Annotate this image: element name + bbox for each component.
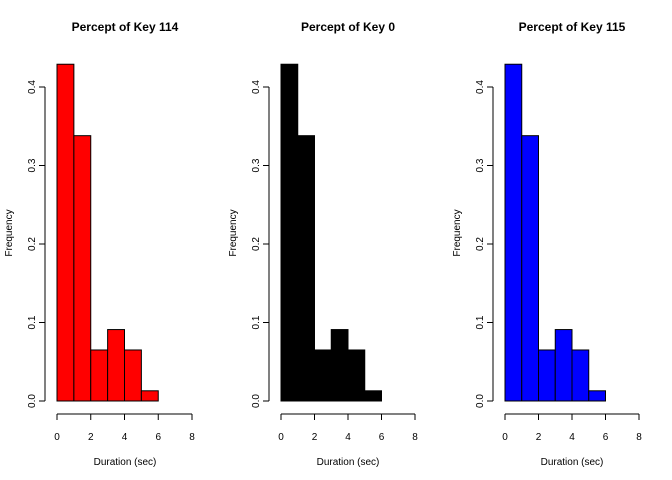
panel-1-x-axis: 0 2 4 6 8 [54,413,195,443]
y-tick-label: 0.3 [27,158,38,172]
y-tick-label: 0.4 [475,80,486,94]
panel-1-title: Percept of Key 114 [72,20,179,34]
y-tick-label: 0.3 [475,158,486,172]
x-tick-label: 0 [502,432,508,443]
histogram-bar [521,135,539,402]
y-tick-label: 0.0 [27,394,38,408]
panel-1-bars [56,63,159,402]
histogram-bar [347,349,366,402]
histogram-bar [504,63,523,402]
x-tick-label: 6 [155,432,161,443]
y-tick-label: 0.4 [251,80,262,94]
y-tick-label: 0.4 [27,80,38,94]
panel-1-y-axis-label: Frequency [4,209,15,256]
histogram-bar [90,349,109,402]
histogram-bar [314,349,332,402]
y-tick-label: 0.1 [475,315,486,329]
x-tick-label: 4 [345,432,351,443]
histogram-bar [140,390,159,402]
panel-2-x-axis-label: Duration (sec) [317,457,380,468]
panel-2-y-axis-label: Frequency [228,209,239,256]
histogram-bar [364,390,382,402]
x-tick-label: 2 [88,432,94,443]
histogram-bar [571,349,590,402]
panel-1-y-axis: 0.0 0.1 0.2 0.3 0.4 [27,80,46,408]
panel-3: Percept of Key 115 0 2 4 6 8 0.0 0.1 0.2 0.3 0.4… [452,20,642,468]
panel-3-y-axis-label: Frequency [452,209,463,256]
x-tick-label: 0 [278,432,284,443]
histogram-bar [124,349,142,402]
x-tick-label: 0 [54,432,60,443]
y-tick-label: 0.0 [251,394,262,408]
panel-3-title: Percept of Key 115 [519,20,626,34]
histogram-bar [280,63,299,402]
histogram-bar [107,329,125,402]
x-tick-label: 6 [603,432,609,443]
panel-3-y-axis: 0.0 0.1 0.2 0.3 0.4 [475,80,494,408]
x-tick-label: 6 [379,432,385,443]
panel-3-bars [504,63,606,402]
histogram-bar [297,135,315,402]
y-tick-label: 0.3 [251,158,262,172]
y-tick-label: 0.2 [27,237,38,251]
x-tick-label: 8 [412,432,418,443]
panel-2: Percept of Key 0 0 2 4 6 8 0.0 0.1 0.2 0.3 0.4 D… [228,20,418,468]
y-tick-label: 0.0 [475,394,486,408]
x-tick-label: 4 [569,432,575,443]
x-tick-label: 2 [312,432,318,443]
x-tick-label: 8 [189,432,195,443]
y-tick-label: 0.1 [251,315,262,329]
histogram-bar [56,63,75,402]
histogram-bar [73,135,92,402]
histogram-bar [330,329,349,402]
y-tick-label: 0.2 [475,237,486,251]
panel-2-y-axis: 0.0 0.1 0.2 0.3 0.4 [251,80,270,408]
panel-2-x-axis: 0 2 4 6 8 [278,413,418,443]
panel-3-x-axis-label: Duration (sec) [541,457,604,468]
panel-3-x-axis: 0 2 4 6 8 [502,413,642,443]
panel-2-title: Percept of Key 0 [301,20,395,34]
x-tick-label: 2 [536,432,542,443]
y-tick-label: 0.2 [251,237,262,251]
histogram-bar [538,349,556,402]
panel-1-x-axis-label: Duration (sec) [94,457,157,468]
histogram-bar [554,329,573,402]
x-tick-label: 8 [636,432,642,443]
histogram-bar [588,390,606,402]
y-tick-label: 0.1 [27,315,38,329]
panel-1: Percept of Key 114 0 2 4 6 8 0.0 0.1 0.2 0.3 0.4… [4,20,195,468]
panel-2-bars [280,63,382,402]
x-tick-label: 4 [122,432,128,443]
